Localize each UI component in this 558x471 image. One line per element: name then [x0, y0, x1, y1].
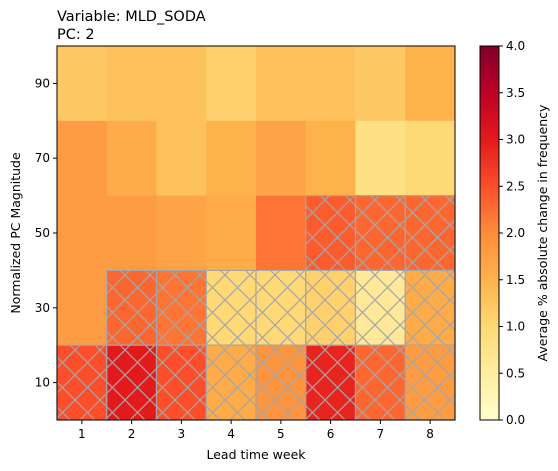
x-tick-label-7: 7	[377, 427, 385, 441]
hatch-cell-r3-c1	[106, 269, 158, 346]
hatch-cell-r4-c5	[305, 344, 357, 421]
hatch-cell-r3-c3	[205, 269, 257, 346]
hatch-cell-r4-c2	[155, 344, 207, 421]
heatmap-cell-r1-c0	[57, 120, 108, 196]
hatch-cell-r4-c6	[354, 344, 406, 421]
chart-title-line-2: PC: 2	[57, 27, 95, 43]
y-tick-label-50: 50	[35, 226, 50, 240]
heatmap-cell-r1-c2	[156, 120, 207, 196]
y-tick-label-70: 70	[35, 151, 50, 165]
chart-title-line-1: Variable: MLD_SODA	[57, 9, 206, 25]
colorbar-tick-label-2.5: 2.5	[506, 179, 525, 193]
x-axis-label: Lead time week	[206, 447, 306, 462]
y-axis-ticks: 90 70 50 30 10	[35, 76, 57, 390]
colorbar-tick-label-3.5: 3.5	[506, 86, 525, 100]
heatmap-cell-r2-c4	[256, 195, 307, 271]
colorbar-tick-label-3.0: 3.0	[506, 133, 525, 147]
heatmap-cell-r0-c2	[156, 46, 207, 122]
hatch-cell-r4-c7	[404, 344, 456, 421]
y-tick-label-90: 90	[35, 76, 50, 90]
hatch-cell-r4-c1	[106, 344, 158, 421]
heatmap-cell-r3-c0	[57, 270, 108, 346]
heatmap-cell-r0-c5	[305, 46, 356, 122]
hatch-cell-r3-c2	[155, 269, 207, 346]
y-tick-label-10: 10	[35, 376, 50, 390]
x-tick-label-5: 5	[277, 427, 285, 441]
x-tick-label-6: 6	[327, 427, 335, 441]
heatmap-cell-r0-c6	[355, 46, 406, 122]
colorbar	[479, 45, 500, 421]
heatmap-cell-r2-c0	[57, 195, 108, 271]
heatmap-cell-r0-c1	[106, 46, 157, 122]
colorbar-label: Average % absolute change in frequency	[535, 104, 550, 362]
heatmap-cell-r1-c1	[106, 120, 157, 196]
hatch-cell-r3-c4	[255, 269, 307, 346]
heatmap-cell-r1-c3	[206, 120, 257, 196]
heatmap-cell-r1-c7	[405, 120, 456, 196]
heatmap-cells	[56, 46, 456, 421]
heatmap-cell-r0-c7	[405, 46, 456, 122]
hatch-cell-r4-c4	[255, 344, 307, 421]
colorbar-ticks: 0.0 0.5 1.0 1.5 2.0 2.5 3.0 3.5 4.0	[499, 39, 525, 427]
heatmap-cell-r1-c4	[256, 120, 307, 196]
heatmap-cell-r2-c2	[156, 195, 207, 271]
hatch-cell-r2-c6	[354, 195, 406, 272]
heatmap-cell-r0-c0	[57, 46, 108, 122]
heatmap-cell-r2-c3	[206, 195, 257, 271]
colorbar-tick-label-4.0: 4.0	[506, 39, 525, 53]
hatch-cell-r3-c6	[354, 269, 406, 346]
x-tick-label-1: 1	[78, 427, 86, 441]
heatmap-cell-r1-c5	[305, 120, 356, 196]
hatch-cell-r3-c5	[305, 269, 357, 346]
hatch-cell-r4-c0	[56, 344, 108, 421]
heatmap-cell-r0-c3	[206, 46, 257, 122]
colorbar-tick-label-1.5: 1.5	[506, 273, 525, 287]
colorbar-tick-label-0.5: 0.5	[506, 366, 525, 380]
x-tick-label-4: 4	[227, 427, 235, 441]
heatmap-cell-r1-c6	[355, 120, 406, 196]
colorbar-tick-label-1.0: 1.0	[506, 320, 525, 334]
hatch-cell-r2-c7	[404, 195, 456, 272]
x-axis-ticks: 1 2 3 4 5 6 7 8	[78, 420, 434, 441]
hatch-cell-r4-c3	[205, 344, 257, 421]
y-tick-label-30: 30	[35, 301, 50, 315]
colorbar-tick-label-2.0: 2.0	[506, 226, 525, 240]
heatmap-cell-r2-c1	[106, 195, 157, 271]
y-axis-label: Normalized PC Magnitude	[8, 152, 23, 314]
colorbar-tick-label-0.0: 0.0	[506, 413, 525, 427]
hatch-cell-r2-c5	[305, 195, 357, 272]
x-tick-label-3: 3	[178, 427, 186, 441]
x-tick-label-2: 2	[128, 427, 136, 441]
x-tick-label-8: 8	[426, 427, 434, 441]
heatmap-cell-r0-c4	[256, 46, 307, 122]
hatch-cell-r3-c7	[404, 269, 456, 346]
